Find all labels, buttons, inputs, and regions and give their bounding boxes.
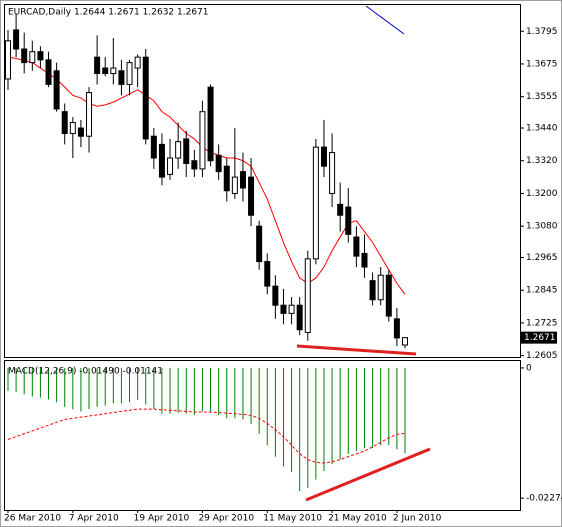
candle-body bbox=[312, 146, 319, 260]
last-price-label: 1.2671 bbox=[524, 333, 556, 343]
y-tick-label: 1.2965 bbox=[526, 253, 558, 263]
candle-body bbox=[118, 70, 125, 85]
candle-body bbox=[207, 86, 214, 162]
x-tick-label: 11 May 2010 bbox=[263, 514, 322, 524]
signal-line bbox=[7, 408, 406, 464]
candle-body bbox=[29, 51, 36, 64]
macd-trendline bbox=[305, 447, 431, 502]
candle-body bbox=[231, 176, 238, 194]
x-tick-label: 29 Apr 2010 bbox=[198, 514, 254, 524]
candle-body bbox=[150, 135, 157, 159]
price-trendline bbox=[296, 344, 417, 356]
candle-body bbox=[94, 56, 101, 75]
candle-body bbox=[256, 225, 263, 263]
y-tick-label: -0.02274 bbox=[526, 494, 562, 504]
candle-body bbox=[175, 141, 182, 159]
candle-body bbox=[53, 70, 60, 110]
candle-body bbox=[248, 176, 255, 216]
candle-body bbox=[5, 40, 11, 80]
y-tick-label: 1.2605 bbox=[526, 351, 558, 361]
candle-body bbox=[13, 29, 20, 50]
candle-body bbox=[361, 252, 368, 268]
candle-body bbox=[134, 56, 141, 69]
candle-body bbox=[37, 51, 44, 61]
candle-body bbox=[69, 122, 76, 134]
candle-body bbox=[215, 154, 222, 173]
candle-body bbox=[264, 261, 271, 287]
y-tick-label: 1.3440 bbox=[526, 124, 558, 134]
y-tick-label: 1.3795 bbox=[526, 27, 558, 37]
candle-body bbox=[102, 67, 109, 75]
y-tick-label: 1.2845 bbox=[526, 286, 558, 296]
candle-body bbox=[320, 146, 327, 167]
y-tick-label: 1.3320 bbox=[526, 156, 558, 166]
y-tick-label: 1.3200 bbox=[526, 189, 558, 199]
chart-title: EURCAD,Daily 1.2644 1.2671 1.2632 1.2671 bbox=[8, 8, 209, 18]
plot-layer: 1.3795 1.3675 1.3555 1.3440 1.3320 1.3200 1.30… bbox=[4, 13, 562, 524]
candle-body bbox=[183, 138, 190, 164]
candle-body bbox=[167, 157, 174, 175]
candle-body bbox=[296, 304, 303, 331]
candle-body bbox=[223, 165, 230, 192]
candle-body bbox=[61, 111, 68, 134]
x-tick-label: 19 Apr 2010 bbox=[134, 514, 190, 524]
y-tick-label: 1.2725 bbox=[526, 318, 558, 328]
candle-body bbox=[158, 143, 165, 178]
candle-body bbox=[45, 59, 52, 85]
macd-title: MACD(12,26,9) -0.01490 -0.01141 bbox=[8, 367, 163, 377]
y-tick-label: 1.3080 bbox=[526, 222, 558, 232]
candle-body bbox=[199, 111, 206, 170]
candle-body bbox=[191, 160, 198, 170]
candle-body bbox=[272, 285, 279, 306]
price-panel bbox=[4, 4, 521, 358]
candle-body bbox=[86, 92, 93, 137]
candle-body bbox=[288, 304, 295, 314]
candle-body bbox=[402, 337, 408, 346]
y-tick-label: 1.3675 bbox=[526, 59, 558, 69]
candle-body bbox=[239, 171, 246, 189]
candle-body bbox=[369, 280, 376, 301]
y-tick-label: 0 bbox=[526, 363, 532, 373]
candle-body bbox=[142, 56, 149, 140]
moving-average bbox=[7, 56, 406, 295]
candle-body bbox=[385, 274, 392, 317]
candle-body bbox=[393, 318, 400, 339]
candle-body bbox=[353, 236, 360, 257]
candle-body bbox=[21, 48, 28, 64]
x-tick-label: 2 Jun 2010 bbox=[393, 514, 442, 524]
candle-body bbox=[77, 127, 84, 137]
x-tick-label: 7 Apr 2010 bbox=[69, 514, 119, 524]
drawn-line bbox=[365, 5, 405, 35]
candle-body bbox=[280, 304, 287, 314]
candle-body bbox=[110, 67, 117, 75]
macd-panel bbox=[4, 360, 521, 511]
y-tick-label: 1.3555 bbox=[526, 92, 558, 102]
x-tick-label: 21 May 2010 bbox=[328, 514, 387, 524]
x-tick-label: 26 Mar 2010 bbox=[4, 514, 61, 524]
candle-body bbox=[304, 258, 311, 333]
candle-body bbox=[377, 274, 384, 301]
candle-body bbox=[126, 62, 133, 85]
candle-body bbox=[329, 152, 336, 194]
last-price-box bbox=[521, 331, 557, 344]
candle-body bbox=[337, 203, 344, 216]
candle-body bbox=[345, 206, 352, 235]
